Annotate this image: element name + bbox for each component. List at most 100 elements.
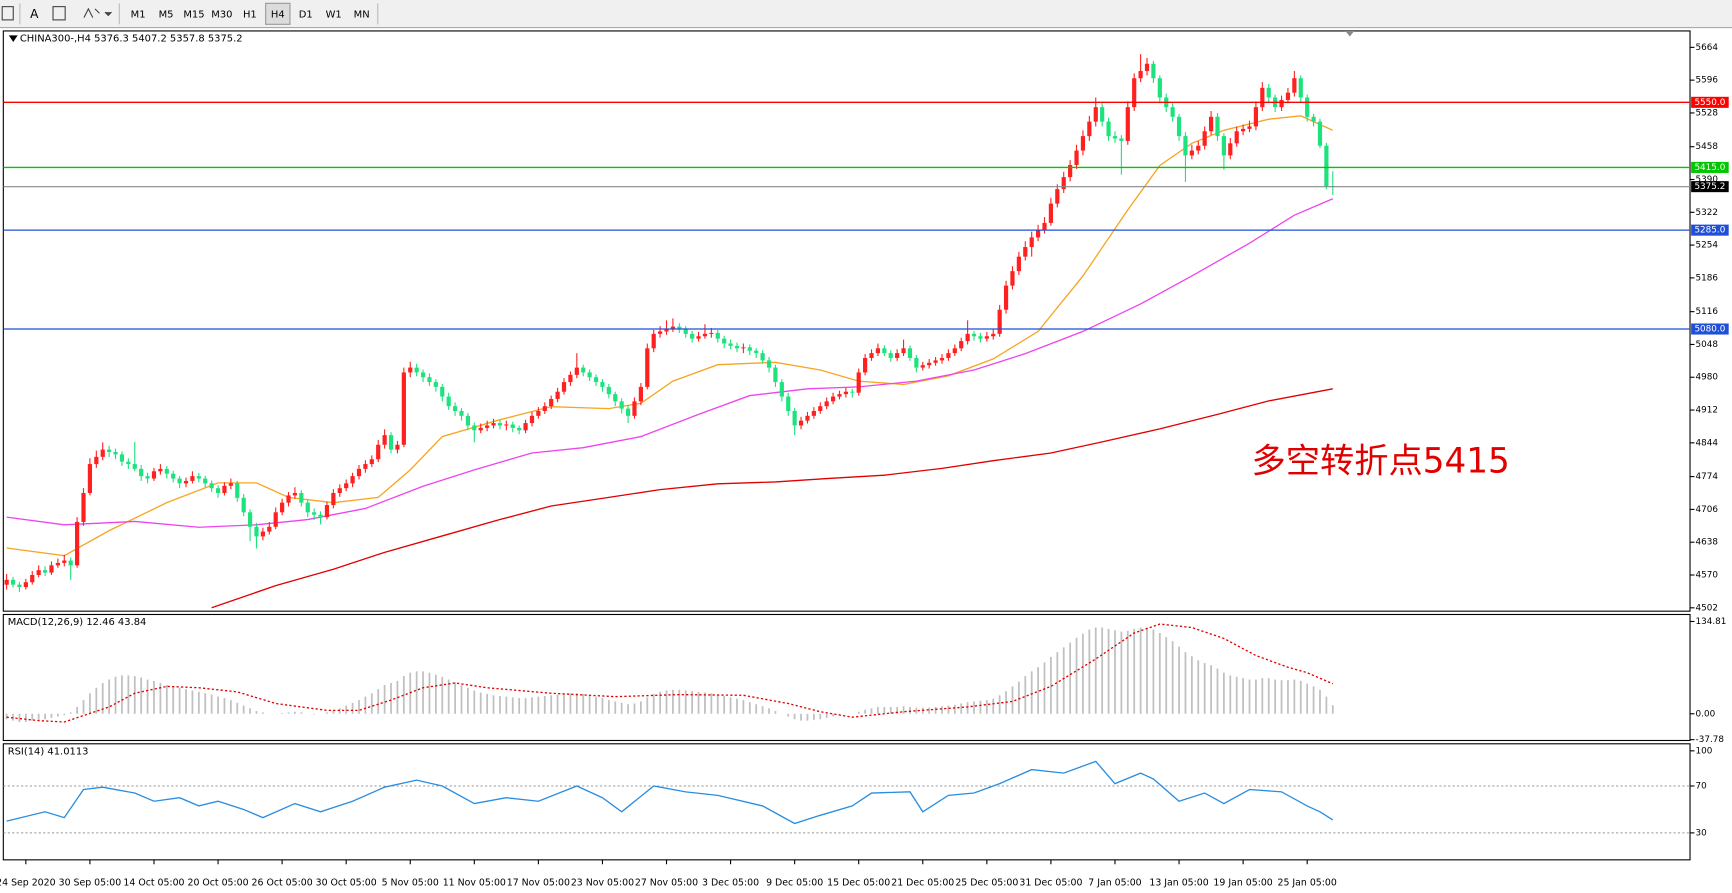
candle-body [1221,136,1226,156]
candle-body [798,420,804,426]
x-tick-label: 26 Oct 05:00 [252,878,313,889]
timeframe-button[interactable]: M1 [131,9,146,20]
icon-text[interactable] [52,6,66,21]
candle-body [760,353,765,361]
candle-body [1093,107,1098,122]
level-tag [1691,96,1729,108]
candle-body [440,386,445,397]
candle-body [68,560,73,566]
y-tick-label: 5254 [1696,241,1719,251]
timeframe-button[interactable]: H1 [243,9,257,20]
candle-body [581,367,586,373]
icon-dropdown[interactable] [104,11,112,17]
shift-marker [1345,30,1355,37]
candle-body [1100,107,1105,122]
candle-body [376,444,381,460]
candle-body [645,348,650,387]
candle-body [356,468,362,477]
candle-body [1253,107,1259,127]
candle-body [542,406,547,412]
timeframe-button[interactable]: H4 [271,9,285,20]
candle-body [1035,230,1041,238]
candle-body [991,333,996,337]
candle-body [4,579,9,585]
current-price-tag [1691,181,1729,193]
candle-body [485,425,490,428]
candle-body [1183,136,1188,156]
candle-body [1266,87,1271,98]
candle-body [299,493,304,503]
level-tag-label: 5285.0 [1694,226,1725,236]
y-tick-label: 0.00 [1696,709,1716,719]
y-tick-label: 4774 [1696,472,1719,482]
rsi-line [6,760,1334,825]
timeframe-button[interactable]: M30 [211,9,232,20]
timeframe-button[interactable]: D1 [299,9,313,20]
candle-body [901,348,906,354]
y-tick-label: 134.81 [1696,617,1727,627]
candle-body [260,531,265,537]
timeframe-button[interactable]: M15 [183,9,204,20]
current-price-label: 5375.2 [1694,182,1725,192]
candle-body [561,382,567,392]
candle-body [1298,78,1303,98]
candle-body [459,411,464,416]
candle-body [1202,131,1207,146]
pane-title: MACD(12,26,9) 12.46 43.84 [8,617,147,628]
level-tag [1691,161,1729,173]
candle-body [1157,78,1162,98]
candle-body [869,353,874,358]
timeframe-button[interactable]: M5 [159,9,174,20]
candle-body [465,415,471,426]
candle-body [606,386,611,395]
candle-body [1087,121,1092,137]
candle-body [510,424,515,428]
candle-body [920,365,925,368]
candle-body [959,341,964,349]
candle-body [158,468,163,472]
active-timeframe [265,2,291,25]
pane-title: RSI(14) 41.0113 [8,747,89,758]
candle-body [113,452,118,455]
candle-body [1132,78,1137,108]
candle-body [254,526,259,537]
y-tick-label: 100 [1696,746,1713,756]
candle-body [247,512,253,527]
candle-body [625,408,631,416]
moving-average [6,115,1334,557]
candle-body [107,449,112,453]
candle-body [344,483,349,489]
candle-body [619,401,624,409]
candle-body [196,476,201,479]
candle-body [369,459,374,465]
candle-body [677,326,682,330]
x-tick-label: 30 Sep 05:00 [59,878,122,889]
y-tick-label: 5664 [1696,43,1719,53]
candle-body [331,493,336,506]
x-tick-label: 24 Sep 2020 [0,878,56,889]
pane-plot [3,760,1691,834]
candle-body [363,464,368,469]
candle-body [472,425,477,431]
y-tick-label: 5116 [1696,307,1719,317]
rsi-pane [2,743,1691,861]
icon-cursor[interactable] [1,6,14,21]
candle-body [805,415,810,421]
candle-body [183,480,189,484]
timeframe-button[interactable]: W1 [326,9,342,20]
candle-body [696,336,701,339]
candle-body [1208,116,1214,132]
candle-body [126,461,131,465]
x-tick-label: 19 Jan 05:00 [1213,878,1272,889]
candle-body [145,476,150,479]
candle-body [593,377,599,383]
timeframe-button[interactable]: MN [354,9,370,20]
x-tick-label: 9 Dec 05:00 [766,878,823,889]
candle-body [1279,99,1284,108]
font-button[interactable]: A [30,7,39,21]
candle-body [971,333,977,337]
x-tick-label: 21 Dec 05:00 [891,878,954,889]
icon-arrows[interactable] [83,7,100,18]
